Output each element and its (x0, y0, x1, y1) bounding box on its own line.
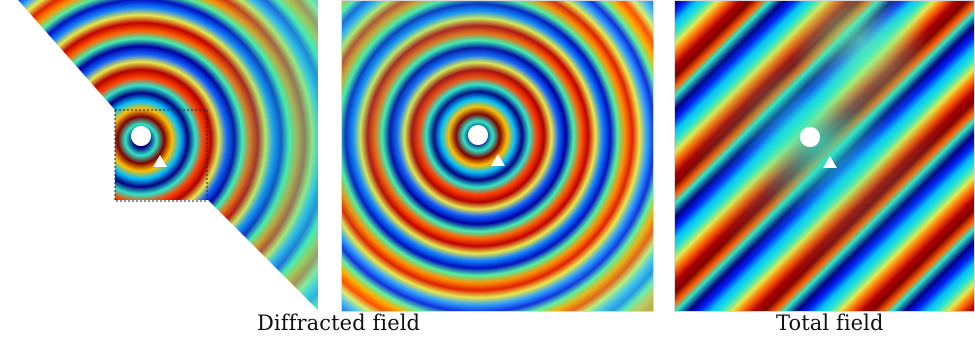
diffracted-field-full-panel (341, 0, 654, 312)
receiver-triangle (153, 155, 167, 167)
scatterer-circle (131, 126, 151, 146)
diffracted-field-full-image (342, 1, 653, 311)
total-field-image (675, 1, 974, 311)
diffracted-field-truncated-panel (0, 0, 318, 310)
diffracted-field-caption: Diffracted field (257, 311, 421, 335)
total-field-panel (674, 0, 975, 312)
scatterer-circle (800, 127, 820, 147)
scatterer-circle (468, 125, 488, 145)
diffracted-field-truncated-image (18, 0, 318, 310)
receiver-triangle (823, 156, 837, 168)
zoom-box (114, 109, 208, 202)
total-field-caption: Total field (776, 311, 884, 335)
receiver-triangle (491, 154, 505, 166)
